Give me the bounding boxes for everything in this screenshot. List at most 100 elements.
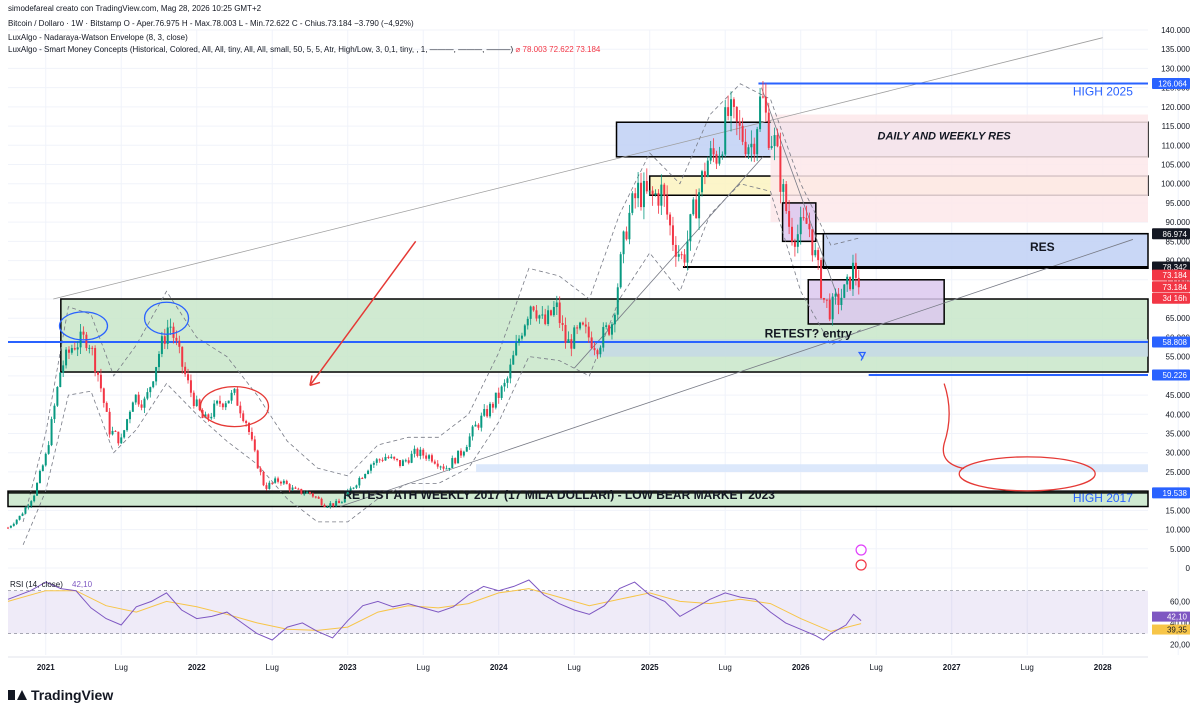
price-axis-label: 25.000 [1166,468,1191,477]
levels-group [8,82,1148,494]
envelope-upper-line [22,83,862,522]
candle-body [581,322,584,325]
price-axis-label: 65.000 [1166,314,1191,323]
candle-body [436,463,439,467]
candle-body [753,143,756,155]
candle-body [358,478,361,486]
candle-body [38,470,41,483]
candle-body [169,326,172,328]
candle-body [236,388,239,406]
candle-body [227,400,230,404]
indicator-smc-legend[interactable]: LuxAlgo - Smart Money Concepts (Historic… [8,45,600,55]
price-badge-bg [1152,369,1190,381]
event-lightning-icon [855,544,867,556]
rsi-value-inline: 42,10 [72,580,93,589]
candle-body [338,500,341,504]
time-axis-label: 2028 [1094,663,1112,672]
rsi-label: RSI (14, close) [10,580,63,589]
price-axis-label: 110.000 [1162,141,1191,150]
time-axis-group: 2021 Lug 2022 Lug 2023 Lug 2024 Lug 2025 Lug 2026 L… [8,656,1148,672]
candle-body [637,182,640,199]
candle-body [221,403,224,408]
candle-body [82,331,85,335]
candle-body [732,99,735,107]
price-badge-label: 19.538 [1163,489,1188,498]
candle-body [97,372,100,375]
candle-body [401,460,404,466]
candle-body [233,388,236,393]
candle-body [433,461,436,464]
candle-body [544,314,547,325]
hand-circle-blue [58,311,109,341]
rsi-ma-line [7,588,862,632]
candle-body [189,380,192,393]
candle-body [640,182,643,208]
candle-body [44,453,47,466]
time-axis-label: Lug [266,663,279,672]
candle-body [718,155,721,164]
candle-body [796,234,799,247]
candle-body [573,327,576,349]
indicator-envelope-legend[interactable]: LuxAlgo - Nadaraya-Watson Envelope (8, 3… [8,33,188,42]
candle-body [175,337,178,341]
candle-body [503,382,506,387]
candle-body [24,507,27,514]
candle-body [160,336,163,354]
candle-body [764,97,767,113]
time-axis-label: 2022 [188,663,206,672]
candle-body [677,254,680,257]
candle-body [811,229,814,256]
candle-body [741,125,744,142]
candle-body [306,491,309,494]
candle-body [198,399,201,411]
candle-body [843,284,846,298]
candle-body [224,403,227,408]
candle-body [567,339,570,344]
candle-body [67,349,70,353]
candle-body [651,190,654,195]
price-badge-bg [1152,292,1190,304]
tradingview-logo[interactable]: TradingView [8,687,113,703]
chart-annotation: DAILY AND WEEKLY RES [878,131,1012,143]
candle-body [782,184,785,192]
rsi-band [8,590,1148,634]
candle-body [85,334,88,349]
candle-body [851,262,854,290]
candle-body [622,231,625,255]
candle-body [849,276,852,290]
trendline [340,239,1134,507]
candle-body [654,193,657,195]
candle-body [721,154,724,156]
candle-body [634,193,637,199]
candle-body [47,445,50,454]
candle-body [846,276,849,285]
candle-body [489,403,492,417]
candle-body [854,262,857,278]
price-axis-label: 105.000 [1161,161,1190,170]
candle-body [163,336,166,344]
symbol-ohlc-line[interactable]: Bitcoin / Dollaro · 1W · Bitstamp O - Ap… [8,19,414,28]
candle-body [399,460,402,466]
hand-circle-blue [143,301,190,335]
price-axis-label: 135.000 [1161,45,1190,54]
candle-body [674,244,677,257]
candle-body [555,302,558,308]
candle-body [686,241,689,263]
candle-body [134,394,137,403]
candle-body [282,480,285,484]
candle-body [491,403,494,408]
candle-body [285,480,288,485]
chart-annotation: RETEST? entry [765,326,853,340]
candle-body [7,527,9,529]
candle-body [706,160,709,177]
candle-body [576,327,579,329]
rsi-axis-label: 60,00 [1170,597,1191,606]
candle-body [747,147,750,155]
candle-body [291,487,294,490]
trendline [761,87,839,300]
candle-body [94,348,97,373]
hand-circle-red [199,385,270,428]
rsi-line [7,579,862,641]
hand-arrow-red [309,240,417,386]
